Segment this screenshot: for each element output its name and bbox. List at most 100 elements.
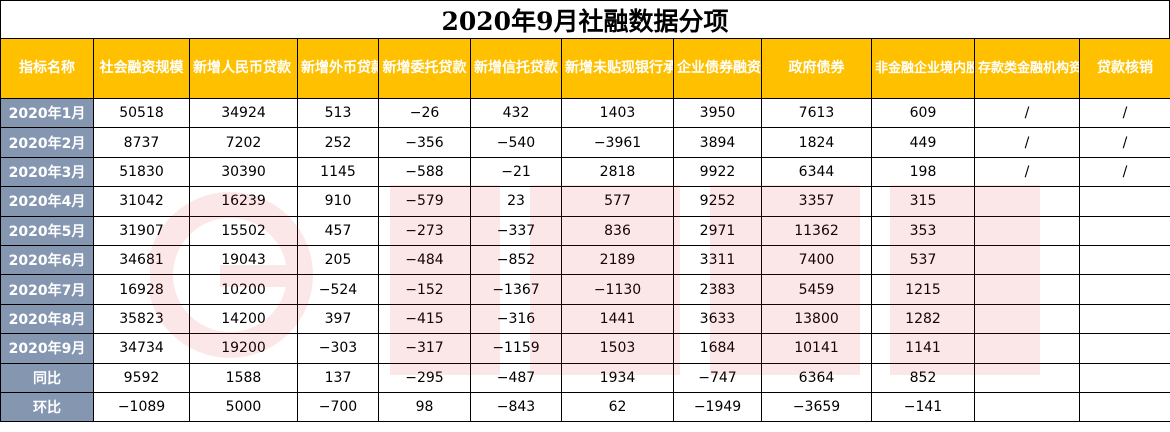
table-cell	[1079, 333, 1170, 364]
table-cell: −141	[871, 391, 975, 423]
header-cell: 新增委托贷款	[378, 38, 471, 99]
table-cell: −1367	[470, 274, 562, 305]
table-cell: 1824	[761, 127, 872, 158]
table-cell: 7202	[189, 127, 298, 158]
table-cell: 315	[871, 186, 975, 217]
table-cell: 513	[297, 97, 379, 129]
table-cell: 31907	[93, 215, 190, 246]
table-cell	[1079, 362, 1170, 393]
table-cell: /	[974, 127, 1080, 158]
table-cell	[1079, 274, 1170, 305]
row-label: 2020年8月	[0, 303, 94, 335]
table-cell: 10141	[761, 333, 872, 364]
table-cell: 1282	[871, 303, 975, 335]
table-cell: 16239	[189, 186, 298, 217]
table-cell: −316	[470, 303, 562, 335]
row-label: 2020年3月	[0, 156, 94, 188]
table-cell: −484	[378, 244, 471, 276]
table-cell: 9252	[673, 186, 762, 217]
table-row: 2020年5月 31907 15502 457 −273 −337 836 2971 11362…	[0, 215, 1170, 246]
table-cell: 537	[871, 244, 975, 276]
row-label: 2020年7月	[0, 274, 94, 305]
table-cell: −3961	[561, 127, 674, 158]
table-cell: 2818	[561, 156, 674, 188]
table-cell: 457	[297, 215, 379, 246]
table-cell: 852	[871, 362, 975, 393]
table-cell: 609	[871, 97, 975, 129]
table-cell: 3950	[673, 97, 762, 129]
table-cell: −1130	[561, 274, 674, 305]
table-cell: −579	[378, 186, 471, 217]
table-cell: 1141	[871, 333, 975, 364]
table-cell: /	[1079, 156, 1170, 188]
header-cell: 政府债券	[761, 38, 872, 99]
table-cell: −487	[470, 362, 562, 393]
table-row: 2020年9月 34734 19200 −303 −317 −1159 1503 1684 10…	[0, 333, 1170, 364]
table-cell: /	[1079, 127, 1170, 158]
table-cell: 198	[871, 156, 975, 188]
table-cell	[1079, 391, 1170, 423]
table-cell: 1503	[561, 333, 674, 364]
table-cell: −843	[470, 391, 562, 423]
table-cell: 34924	[189, 97, 298, 129]
table-cell: 5459	[761, 274, 872, 305]
row-label: 2020年4月	[0, 186, 94, 217]
table-row: 同比 9592 1588 137 −295 −487 1934 −747 6364 852	[0, 362, 1170, 393]
table-cell: −588	[378, 156, 471, 188]
table-row: 2020年7月 16928 10200 −524 −152 −1367 −1130 2383 5…	[0, 274, 1170, 305]
table-cell: −747	[673, 362, 762, 393]
table-cell: 3357	[761, 186, 872, 217]
row-label: 2020年9月	[0, 333, 94, 364]
header-cell: 非金融企业境内股票融资	[871, 38, 975, 99]
table-cell: 2383	[673, 274, 762, 305]
header-cell: 贷款核销	[1079, 38, 1170, 99]
table-cell: −540	[470, 127, 562, 158]
table-cell: −852	[470, 244, 562, 276]
table-cell	[974, 186, 1080, 217]
table-cell: −26	[378, 97, 471, 129]
table-cell: 51830	[93, 156, 190, 188]
table-cell: 9592	[93, 362, 190, 393]
table-cell: 3311	[673, 244, 762, 276]
table-cell: 836	[561, 215, 674, 246]
table-cell: −273	[378, 215, 471, 246]
table-cell	[1079, 244, 1170, 276]
table-cell: 1934	[561, 362, 674, 393]
table-cell: 205	[297, 244, 379, 276]
row-label: 2020年5月	[0, 215, 94, 246]
table-cell: /	[974, 97, 1080, 129]
table-cell	[974, 391, 1080, 423]
row-label: 2020年2月	[0, 127, 94, 158]
table-cell: 23	[470, 186, 562, 217]
table-cell: 3894	[673, 127, 762, 158]
table-cell: 62	[561, 391, 674, 423]
table-cell: 11362	[761, 215, 872, 246]
table-cell: 1215	[871, 274, 975, 305]
table-cell: 3633	[673, 303, 762, 335]
table-row: 2020年2月 8737 7202 252 −356 −540 −3961 3894 1824 4…	[0, 127, 1170, 158]
table-cell: 252	[297, 127, 379, 158]
table-cell: −295	[378, 362, 471, 393]
row-label: 2020年6月	[0, 244, 94, 276]
table-cell: 2971	[673, 215, 762, 246]
data-table: 指标名称 社会融资规模 新增人民币贷款（对实体） 新增外币贷款 新增委托贷款 新…	[0, 38, 1170, 423]
table-cell: 137	[297, 362, 379, 393]
header-cell: 新增未贴现银行承兑汇票	[561, 38, 674, 99]
row-label: 环比	[0, 391, 94, 423]
header-cell: 企业债券融资	[673, 38, 762, 99]
table-cell: 6344	[761, 156, 872, 188]
table-cell: −21	[470, 156, 562, 188]
header-cell: 社会融资规模	[93, 38, 190, 99]
table-cell: −1949	[673, 391, 762, 423]
table-cell: 1588	[189, 362, 298, 393]
table-cell	[1079, 186, 1170, 217]
table-row: 2020年3月 51830 30390 1145 −588 −21 2818 9922 6344…	[0, 156, 1170, 188]
header-cell: 新增人民币贷款（对实体）	[189, 38, 298, 99]
table-row: 环比 −1089 5000 −700 98 −843 62 −1949 −3659 −141	[0, 391, 1170, 423]
table-row: 2020年4月 31042 16239 910 −579 23 577 9252 3357 315	[0, 186, 1170, 217]
table-cell: /	[974, 156, 1080, 188]
table-cell: 98	[378, 391, 471, 423]
table-cell: −700	[297, 391, 379, 423]
table-cell: 10200	[189, 274, 298, 305]
table-cell: 7400	[761, 244, 872, 276]
